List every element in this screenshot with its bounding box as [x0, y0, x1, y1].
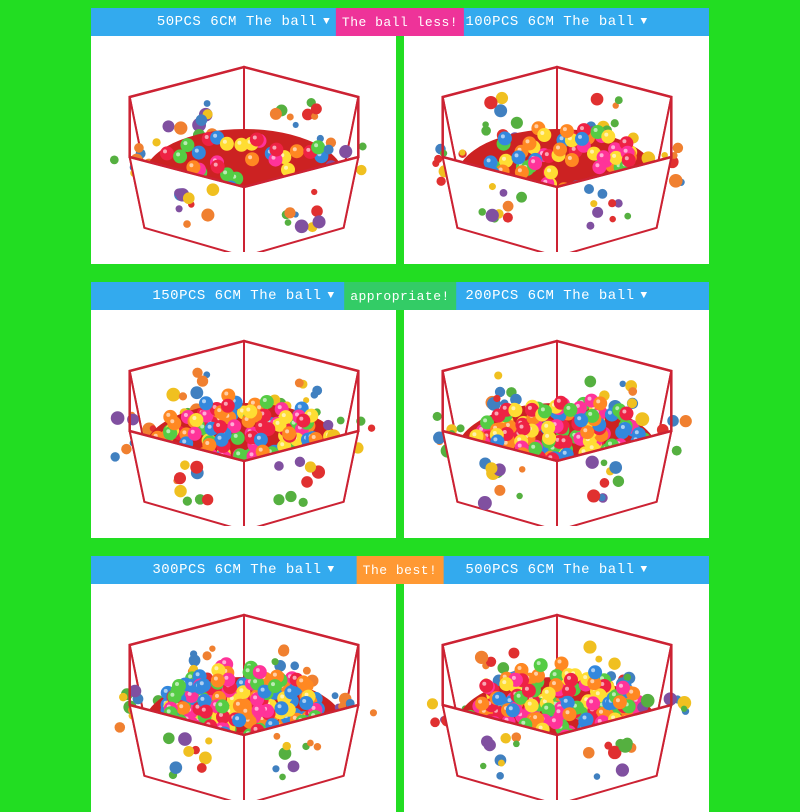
- panel-header-label: 50PCS 6CM The ball: [157, 14, 317, 30]
- row-tag: The ball less!: [336, 8, 464, 36]
- product-panel: 200PCS 6CM The ball ▼: [404, 282, 709, 538]
- product-panel: 50PCS 6CM The ball ▼: [91, 8, 396, 264]
- chevron-down-icon: ▼: [641, 564, 648, 576]
- chevron-down-icon: ▼: [328, 564, 335, 576]
- product-panel: 500PCS 6CM The ball ▼: [404, 556, 709, 812]
- comparison-row: 50PCS 6CM The ball ▼ 100PCS 6CM The ball…: [0, 8, 800, 264]
- panel-header-label: 200PCS 6CM The ball: [465, 288, 634, 304]
- comparison-row: 300PCS 6CM The ball ▼ 500PCS 6CM The bal…: [0, 556, 800, 812]
- product-image: [91, 584, 396, 800]
- chevron-down-icon: ▼: [641, 290, 648, 302]
- panel-header-label: 300PCS 6CM The ball: [152, 562, 321, 578]
- product-image: [91, 310, 396, 526]
- panel-header[interactable]: 300PCS 6CM The ball ▼: [91, 556, 396, 584]
- panel-header-label: 500PCS 6CM The ball: [465, 562, 634, 578]
- product-image: [404, 36, 709, 252]
- product-panel: 300PCS 6CM The ball ▼: [91, 556, 396, 812]
- product-image: [91, 36, 396, 252]
- chevron-down-icon: ▼: [323, 16, 330, 28]
- panel-header-label: 100PCS 6CM The ball: [465, 14, 634, 30]
- chevron-down-icon: ▼: [641, 16, 648, 28]
- chevron-down-icon: ▼: [328, 290, 335, 302]
- product-image: [404, 310, 709, 526]
- product-image: [404, 584, 709, 800]
- row-tag: The best!: [357, 556, 444, 584]
- panel-header-label: 150PCS 6CM The ball: [152, 288, 321, 304]
- comparison-row: 150PCS 6CM The ball ▼ 200PCS 6CM The bal…: [0, 282, 800, 538]
- product-panel: 100PCS 6CM The ball ▼: [404, 8, 709, 264]
- product-panel: 150PCS 6CM The ball ▼: [91, 282, 396, 538]
- row-tag: appropriate!: [344, 282, 456, 310]
- panel-header[interactable]: 500PCS 6CM The ball ▼: [404, 556, 709, 584]
